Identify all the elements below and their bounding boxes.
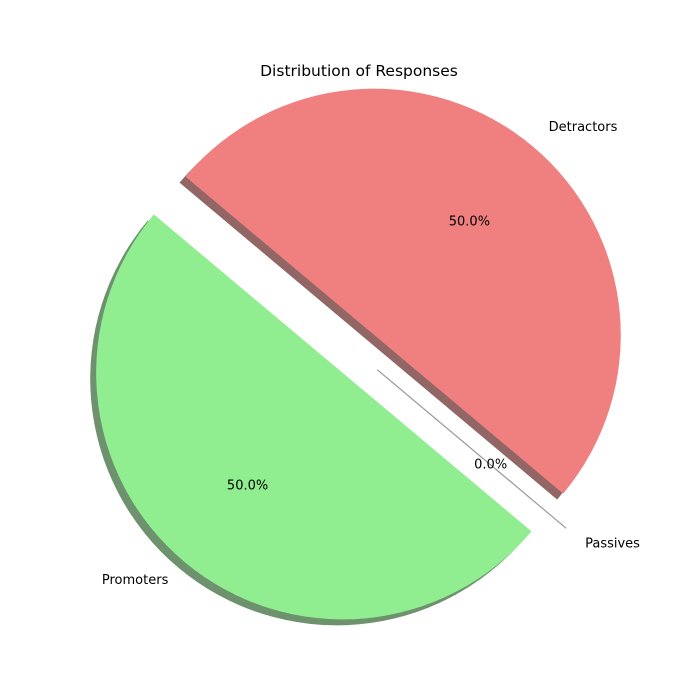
- slice-percent-promoters: 50.0%: [227, 479, 268, 494]
- slice-label-detractors: Detractors: [549, 120, 618, 135]
- chart-title: Distribution of Responses: [260, 62, 458, 80]
- slice-label-passives: Passives: [585, 537, 640, 552]
- slice-percent-detractors: 50.0%: [449, 214, 490, 229]
- slice-passives: [376, 369, 567, 529]
- slice-percent-passives: 0.0%: [474, 457, 507, 472]
- slice-detractors: [185, 88, 621, 494]
- slice-label-promoters: Promoters: [102, 573, 169, 588]
- slice-layer: [96, 88, 621, 620]
- slice-promoters: [96, 214, 532, 620]
- label-layer: Promoters 50.0% Passives 0.0% Detractors 50.0…: [102, 120, 640, 588]
